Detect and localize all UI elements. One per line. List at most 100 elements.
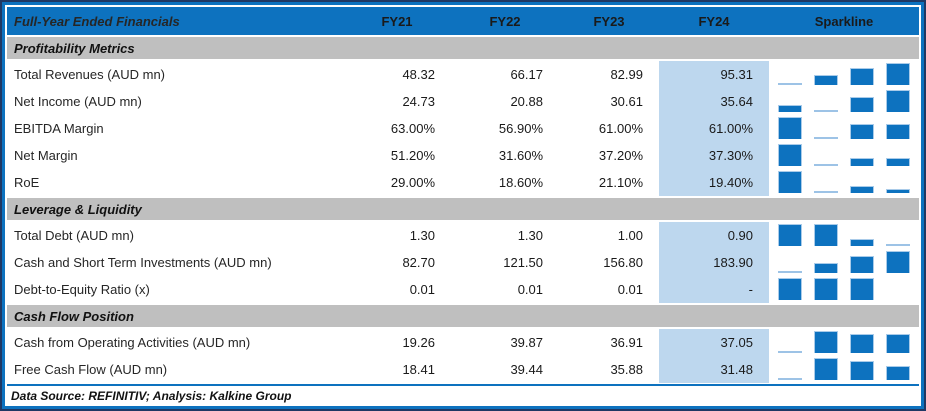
- cell-fy21: 29.00%: [390, 175, 435, 190]
- sparkline-bar: [778, 271, 802, 273]
- col-header-fy22: FY22: [489, 13, 521, 29]
- sparkline-bar: [778, 117, 802, 139]
- cell-fy24: 31.48: [659, 356, 769, 383]
- cell-fy23: 156.80: [603, 255, 643, 270]
- sparkline-slot: [778, 170, 802, 193]
- cell-fy22: 18.60%: [498, 175, 543, 190]
- cell-fy24: 37.05: [659, 329, 769, 356]
- row-label: RoE: [14, 175, 40, 190]
- sparkline-slot: [778, 277, 802, 300]
- sparkline: [769, 88, 919, 115]
- row-label: Cash from Operating Activities (AUD mn): [14, 335, 251, 350]
- cell-fy23: 36.91: [610, 335, 643, 350]
- cell-fy23: 37.20%: [598, 148, 643, 163]
- section-header: Profitability Metrics: [7, 35, 919, 61]
- sparkline-slot: [886, 62, 910, 85]
- sparkline-bar: [778, 144, 802, 166]
- sparkline-bar: [886, 251, 910, 273]
- sparkline-bar: [886, 334, 910, 353]
- cell-fy24: 35.64: [659, 88, 769, 115]
- sparkline-bar: [814, 263, 838, 273]
- cell-fy21: 82.70: [402, 255, 435, 270]
- cell-fy21: 0.01: [409, 282, 435, 297]
- cell-fy21: 63.00%: [390, 121, 435, 136]
- cell-fy21: 51.20%: [390, 148, 435, 163]
- sparkline-slot: [886, 277, 910, 300]
- sparkline-bar: [850, 186, 874, 193]
- table-body: Profitability Metrics Total Revenues (AUD…: [7, 35, 919, 383]
- table-row: EBITDA Margin 63.00% 56.90% 61.00% 61.00%: [7, 115, 919, 142]
- sparkline-bar: [778, 278, 802, 300]
- sparkline-bar: [814, 110, 838, 112]
- sparkline-slot: [886, 357, 910, 380]
- sparkline-bar: [778, 105, 802, 112]
- table-row: Debt-to-Equity Ratio (x) 0.01 0.01 0.01 -: [7, 276, 919, 303]
- cell-fy21: 18.41: [402, 362, 435, 377]
- sparkline-bar: [886, 366, 910, 380]
- sparkline-slot: [850, 62, 874, 85]
- sparkline-bar: [814, 137, 838, 139]
- sparkline-slot: [814, 116, 838, 139]
- row-label: EBITDA Margin: [14, 121, 104, 136]
- sparkline-slot: [778, 357, 802, 380]
- sparkline-slot: [778, 116, 802, 139]
- sparkline: [769, 142, 919, 169]
- col-header-fy24: FY24: [698, 13, 730, 29]
- sparkline-slot: [850, 277, 874, 300]
- sparkline-slot: [886, 89, 910, 112]
- cell-fy22: 66.17: [510, 67, 543, 82]
- row-label: Total Debt (AUD mn): [14, 228, 134, 243]
- cell-fy24: 19.40%: [659, 169, 769, 196]
- sparkline-slot: [850, 330, 874, 353]
- sparkline-slot: [814, 250, 838, 273]
- cell-fy22: 1.30: [517, 228, 543, 243]
- sparkline: [769, 222, 919, 249]
- sparkline: [769, 356, 919, 383]
- table-row: Net Income (AUD mn) 24.73 20.88 30.61 35.64: [7, 88, 919, 115]
- sparkline-slot: [778, 143, 802, 166]
- sparkline-bar: [850, 239, 874, 246]
- section-header: Leverage & Liquidity: [7, 196, 919, 222]
- sparkline-bar: [850, 68, 874, 85]
- table-row: Cash from Operating Activities (AUD mn) 1…: [7, 329, 919, 356]
- sparkline-bar: [886, 189, 910, 193]
- sparkline-bar: [814, 224, 838, 246]
- sparkline-bar: [814, 358, 838, 380]
- sparkline-slot: [778, 62, 802, 85]
- cell-fy23: 82.99: [610, 67, 643, 82]
- sparkline-bar: [850, 256, 874, 273]
- sparkline-bar: [886, 158, 910, 166]
- sparkline-bar: [814, 278, 838, 300]
- sparkline-slot: [778, 223, 802, 246]
- sparkline-bar: [850, 278, 874, 300]
- sparkline-bar: [814, 331, 838, 353]
- sparkline-slot: [850, 116, 874, 139]
- cell-fy22: 56.90%: [498, 121, 543, 136]
- sparkline-bar: [778, 224, 802, 246]
- sparkline-slot: [886, 116, 910, 139]
- sparkline-bar: [850, 124, 874, 139]
- sparkline-slot: [778, 250, 802, 273]
- sparkline-slot: [814, 170, 838, 193]
- sparkline-bar: [814, 164, 838, 166]
- sparkline-bar: [850, 334, 874, 353]
- sparkline-slot: [850, 223, 874, 246]
- cell-fy24: 61.00%: [659, 115, 769, 142]
- cell-fy24: 37.30%: [659, 142, 769, 169]
- cell-fy21: 48.32: [402, 67, 435, 82]
- sparkline-slot: [850, 357, 874, 380]
- sparkline-bar: [886, 244, 910, 246]
- col-header-sparkline: Sparkline: [814, 13, 874, 29]
- sparkline-slot: [778, 89, 802, 112]
- row-label: Cash and Short Term Investments (AUD mn): [14, 255, 272, 270]
- cell-fy21: 19.26: [402, 335, 435, 350]
- sparkline-bar: [850, 97, 874, 112]
- sparkline-slot: [850, 89, 874, 112]
- cell-fy24: -: [659, 276, 769, 303]
- cell-fy23: 61.00%: [598, 121, 643, 136]
- cell-fy23: 21.10%: [598, 175, 643, 190]
- sparkline-slot: [778, 330, 802, 353]
- cell-fy24: 183.90: [659, 249, 769, 276]
- table-row: Net Margin 51.20% 31.60% 37.20% 37.30%: [7, 142, 919, 169]
